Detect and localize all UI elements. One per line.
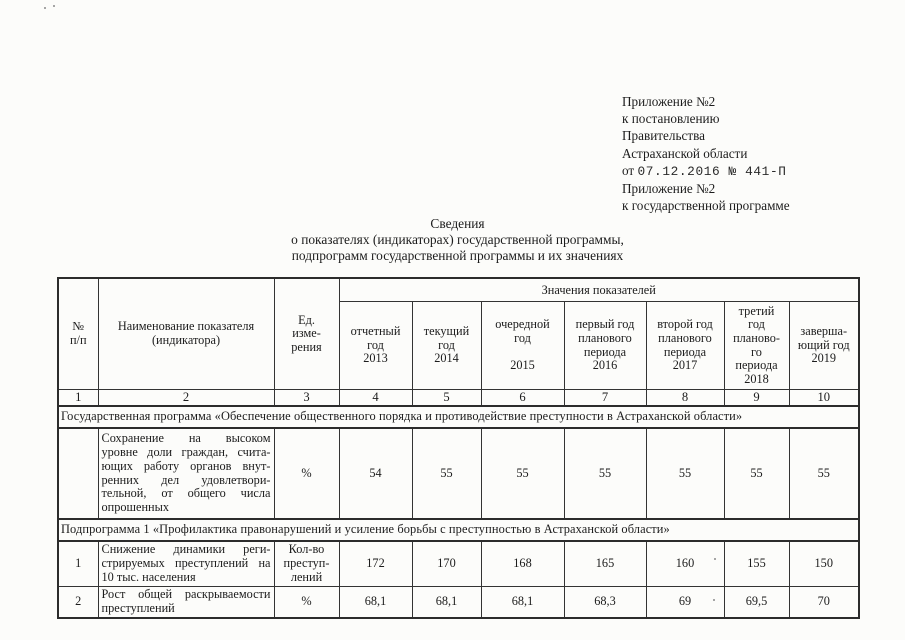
value-cell: 68,3 xyxy=(563,585,647,619)
indicator-name-cell: Рост общей раскрываемости преступлений xyxy=(97,585,275,619)
indicator-row: 2 Рост общей раскрываемости преступлений … xyxy=(57,585,860,619)
value-cell: 69 xyxy=(645,585,725,619)
scan-speck xyxy=(44,7,46,9)
subprogram-section-title: Подпрограмма 1 «Профилактика правонаруше… xyxy=(57,518,860,542)
header-unit: Ед. изме- рения xyxy=(273,277,340,390)
indicator-row: 1 Снижение динамики реги-стрируемых прес… xyxy=(57,540,860,587)
document-title-line: подпрограмм государственной программы и … xyxy=(291,248,624,263)
column-number-cell: 1 xyxy=(57,389,99,407)
appendix-line: Правительства xyxy=(622,128,705,144)
column-number-cell: 7 xyxy=(563,389,647,407)
header-year-2018: третий год планово- го периода 2018 xyxy=(723,301,790,390)
appendix-line: к постановлению xyxy=(622,111,720,127)
row-number-cell: 1 xyxy=(57,540,99,587)
scan-speck xyxy=(53,5,55,7)
value-cell: 68,1 xyxy=(338,585,413,619)
column-number-cell: 5 xyxy=(411,389,482,407)
document-title-line: о показателях (индикаторах) государствен… xyxy=(291,232,624,247)
header-year-2014: текущий год 2014 xyxy=(411,301,482,390)
date-prefix: от xyxy=(622,162,635,178)
value-cell: 168 xyxy=(480,540,565,587)
value-cell: 54 xyxy=(338,427,413,520)
value-cell: 70 xyxy=(788,585,860,619)
header-year-2016: первый год планового периода 2016 xyxy=(563,301,647,390)
indicator-name-cell: Снижение динамики реги-стрируемых престу… xyxy=(97,540,275,587)
unit-cell: % xyxy=(273,585,340,619)
header-row-top: № п/п Наименование показателя (индикатор… xyxy=(57,277,860,390)
document-title-line: Сведения xyxy=(430,216,485,231)
header-num: № п/п xyxy=(57,277,99,390)
date-stamp: 07.12.2016 № 441-П xyxy=(637,163,787,179)
unit-cell: Кол-во преступ- лений xyxy=(273,540,340,587)
indicators-table: № п/п Наименование показателя (индикатор… xyxy=(57,277,860,620)
header-year-2015: очередной год 2015 xyxy=(480,301,565,390)
column-number-cell: 9 xyxy=(723,389,790,407)
indicator-name-cell: Сохранение на высоком уровне доли граждан… xyxy=(97,427,275,520)
header-year-2019: заверша- ющий год 2019 xyxy=(788,301,860,390)
header-indicator-name: Наименование показателя (индикатора) xyxy=(97,277,275,390)
document-title: Сведения о показателях (индикаторах) гос… xyxy=(57,216,858,264)
header-year-2013: отчетный год 2013 xyxy=(338,301,413,390)
value-cell: 68,1 xyxy=(411,585,482,619)
column-number-cell: 2 xyxy=(97,389,275,407)
value-cell: 55 xyxy=(723,427,790,520)
appendix-date-line: от 07.12.2016 № 441-П xyxy=(622,162,790,180)
column-numbers-row: 1 2 3 4 5 6 7 8 9 10 xyxy=(57,389,860,407)
appendix-line: к государственной программе xyxy=(622,198,790,214)
subprogram-section-row: Подпрограмма 1 «Профилактика правонаруше… xyxy=(57,518,860,542)
row-number-cell: 2 xyxy=(57,585,99,619)
row-number-cell xyxy=(57,427,99,520)
appendix-line: Приложение №2 xyxy=(622,181,716,197)
program-section-row: Государственная программа «Обеспечение о… xyxy=(57,405,860,429)
column-number-cell: 3 xyxy=(273,389,340,407)
value-cell: 69,5 xyxy=(723,585,790,619)
value-cell: 55 xyxy=(480,427,565,520)
value-cell: 150 xyxy=(788,540,860,587)
value-cell: 160 xyxy=(645,540,725,587)
appendix-line: Астраханской области xyxy=(622,145,748,161)
value-cell: 155 xyxy=(723,540,790,587)
appendix-header: Приложение №2 к постановлению Правительс… xyxy=(622,93,790,214)
value-cell: 55 xyxy=(788,427,860,520)
value-cell: 170 xyxy=(411,540,482,587)
value-cell: 55 xyxy=(563,427,647,520)
column-number-cell: 6 xyxy=(480,389,565,407)
header-year-2017: второй год планового периода 2017 xyxy=(645,301,725,390)
column-number-cell: 10 xyxy=(788,389,860,407)
value-cell: 68,1 xyxy=(480,585,565,619)
appendix-line: Приложение №2 xyxy=(622,94,716,109)
column-number-cell: 8 xyxy=(645,389,725,407)
value-cell: 55 xyxy=(645,427,725,520)
value-cell: 172 xyxy=(338,540,413,587)
program-section-title: Государственная программа «Обеспечение о… xyxy=(57,405,860,429)
unit-cell: % xyxy=(273,427,340,520)
column-number-cell: 4 xyxy=(338,389,413,407)
header-row-years: отчетный год 2013 текущий год 2014 очере… xyxy=(58,301,860,390)
header-values-group: Значения показателей xyxy=(338,277,860,302)
value-cell: 165 xyxy=(563,540,647,587)
indicator-row: Сохранение на высоком уровне доли граждан… xyxy=(57,427,860,520)
value-cell: 55 xyxy=(411,427,482,520)
